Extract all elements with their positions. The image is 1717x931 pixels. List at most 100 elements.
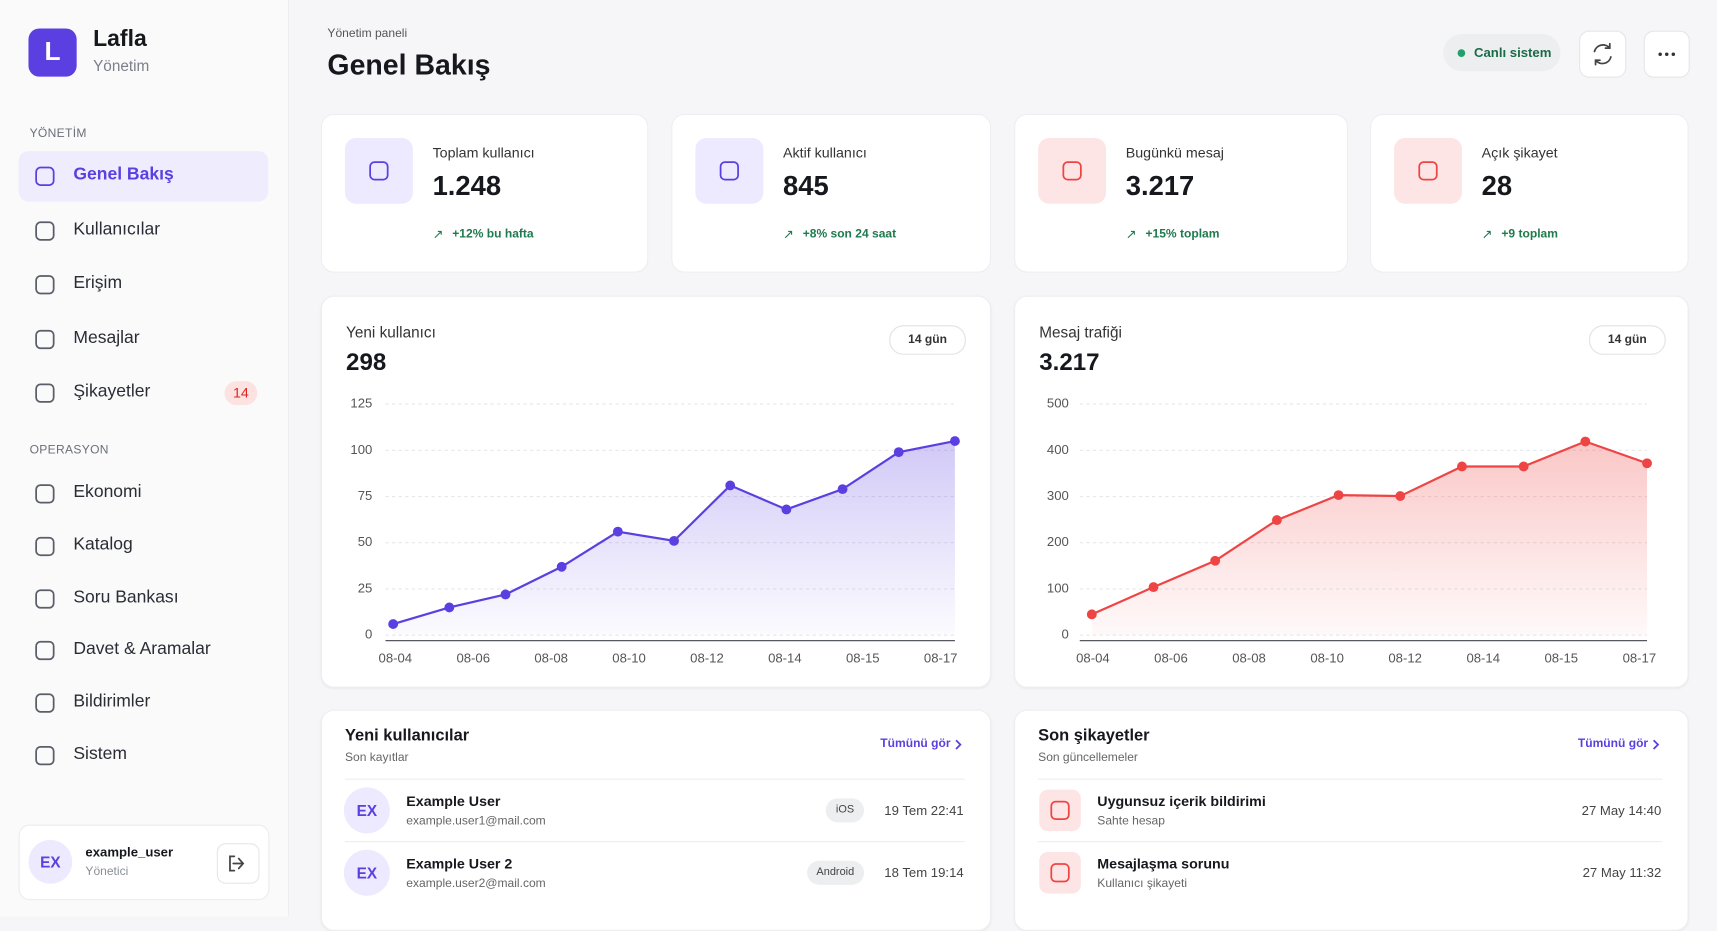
stat-label: Toplam kullanıcı <box>432 144 535 161</box>
nav-item[interactable]: Erişim <box>73 273 123 293</box>
point <box>669 535 679 546</box>
row-divider <box>1038 778 1663 780</box>
row-divider <box>344 778 965 780</box>
icon <box>369 161 389 181</box>
chevron-path <box>955 739 962 750</box>
icon <box>35 484 55 504</box>
icon-shape <box>35 275 55 295</box>
nav-item[interactable]: Katalog <box>73 535 133 554</box>
user-name: Example User 2 <box>406 855 513 872</box>
point <box>781 504 792 515</box>
icon <box>35 641 55 661</box>
refresh-icon <box>1593 42 1612 66</box>
chevron-path <box>1652 739 1660 750</box>
x-tick-label: 08-10 <box>1310 651 1344 666</box>
icon-shape <box>35 588 55 609</box>
stat-label: Aktif kullanıcı <box>782 144 867 161</box>
complaint-subtitle: Sahte hesap <box>1097 814 1165 828</box>
stat-value: 1.248 <box>432 170 502 202</box>
icon-shape <box>35 693 55 713</box>
point <box>837 484 848 495</box>
x-tick-label: 08-08 <box>1232 651 1266 666</box>
point <box>556 561 567 572</box>
point <box>388 619 399 629</box>
area <box>1091 441 1648 636</box>
complaint-title: Mesajlaşma sorunu <box>1097 855 1230 872</box>
logout-button[interactable] <box>216 843 260 884</box>
row-date: 27 May 11:32 <box>1582 865 1662 881</box>
icon <box>35 588 55 609</box>
chevron <box>1652 739 1660 750</box>
section-title: OPERASYON <box>29 443 109 457</box>
icon-shape <box>1050 800 1070 821</box>
y-tick-label: 0 <box>365 627 372 642</box>
y-tick-label: 125 <box>350 396 372 411</box>
row-date: 18 Tem 19:14 <box>884 865 964 881</box>
point <box>725 480 736 491</box>
stat-label: Açık şikayet <box>1481 144 1558 161</box>
point <box>1580 436 1591 447</box>
x-tick-label: 08-06 <box>1154 651 1188 666</box>
stat-arrow: ↗ <box>782 226 795 243</box>
x-tick-label: 08-12 <box>1388 651 1422 666</box>
point <box>949 436 960 446</box>
nav-item[interactable]: Ekonomi <box>73 482 142 502</box>
nav-item[interactable]: Soru Bankası <box>73 587 179 607</box>
stat-icon-bg <box>1038 137 1107 204</box>
stat-change: +12% bu hafta <box>452 227 534 241</box>
nav-item[interactable]: Şikayetler <box>73 382 151 401</box>
stat-arrow: ↗ <box>1481 226 1493 243</box>
point <box>1518 461 1529 472</box>
view-all-link[interactable]: Tümünü gör <box>880 737 951 751</box>
complaint-subtitle: Kullanıcı şikayeti <box>1097 877 1188 891</box>
icon-shape <box>719 161 739 181</box>
point <box>893 447 904 458</box>
chevron <box>955 739 962 750</box>
x-tick-label: 08-17 <box>1623 651 1657 666</box>
icon-shape <box>35 484 55 504</box>
point <box>1333 490 1344 501</box>
icon-shape <box>1062 161 1082 181</box>
list-title: Yeni kullanıcılar <box>344 726 470 745</box>
y-tick-label: 500 <box>1047 396 1069 411</box>
x-tick-label: 08-06 <box>456 651 490 666</box>
nav-item[interactable]: Mesajlar <box>73 327 140 347</box>
more-button[interactable] <box>1643 30 1690 78</box>
x-tick-label: 08-14 <box>768 651 802 666</box>
range-select[interactable]: 14 gün <box>889 325 966 355</box>
nav-item[interactable]: Davet & Aramalar <box>73 639 211 659</box>
icon <box>35 329 55 349</box>
nav-item[interactable]: Sistem <box>73 744 127 764</box>
range-select[interactable]: 14 gün <box>1588 325 1666 355</box>
more-icon <box>1658 52 1676 56</box>
stat-value: 3.217 <box>1125 170 1195 202</box>
area <box>393 441 955 636</box>
user-name: example_user <box>85 844 174 860</box>
view-all-link[interactable]: Tümünü gör <box>1577 737 1649 751</box>
icon <box>35 275 55 295</box>
user-email: example.user2@mail.com <box>406 877 546 891</box>
nav-item[interactable]: Kullanıcılar <box>73 219 161 239</box>
row-divider <box>344 841 965 843</box>
chart-title: Yeni kullanıcı <box>346 323 436 341</box>
complaint-icon-bg <box>1039 789 1081 832</box>
y-tick-label: 400 <box>1047 442 1069 457</box>
row-date: 27 May 14:40 <box>1581 802 1662 819</box>
y-tick-label: 75 <box>358 488 373 503</box>
icon-shape <box>35 329 55 349</box>
icon <box>1418 161 1438 181</box>
nav-item[interactable]: Genel Bakış <box>73 165 174 184</box>
stat-change: +9 toplam <box>1501 227 1558 241</box>
users-card <box>320 709 992 931</box>
icon-shape <box>35 220 55 241</box>
x-tick-label: 08-15 <box>1545 651 1579 666</box>
complaints-card <box>1014 709 1689 931</box>
y-tick-label: 25 <box>358 580 373 595</box>
point <box>1395 491 1406 501</box>
icon <box>1050 800 1070 821</box>
nav-item[interactable]: Bildirimler <box>73 692 151 711</box>
breadcrumb: Yönetim paneli <box>327 27 408 41</box>
user-avatar: EX <box>343 849 390 896</box>
logout-icon <box>229 855 245 872</box>
refresh-button[interactable] <box>1579 30 1627 78</box>
